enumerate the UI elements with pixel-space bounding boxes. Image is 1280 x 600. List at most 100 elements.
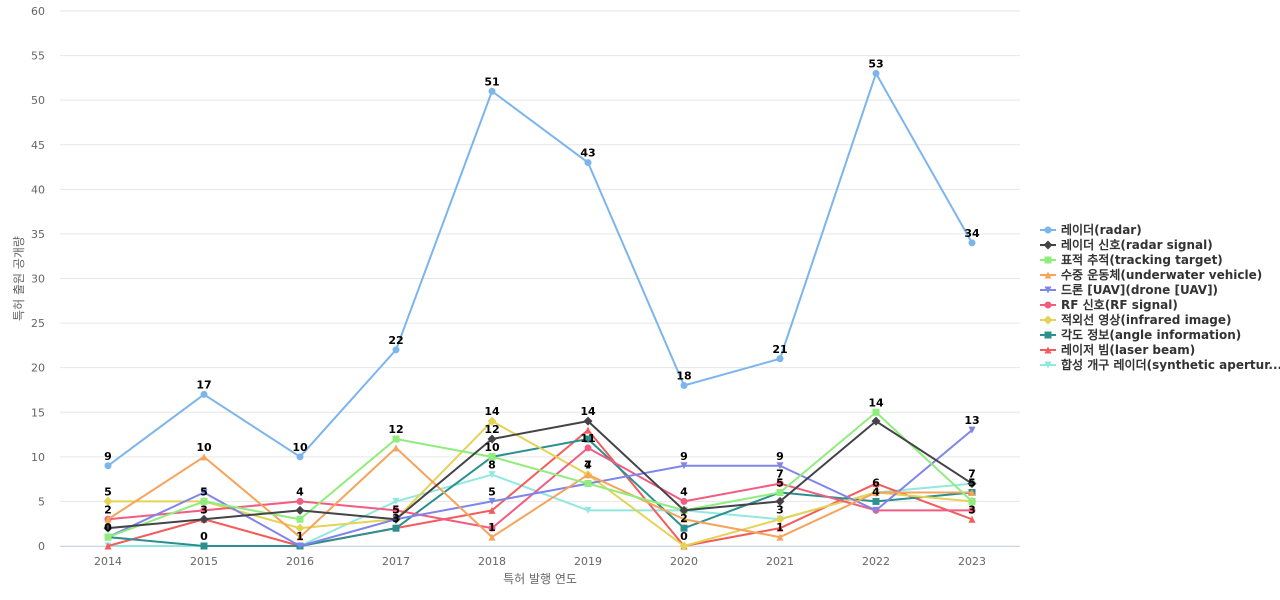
data-point[interactable]	[488, 497, 496, 505]
data-point[interactable]	[488, 471, 496, 479]
data-point[interactable]	[679, 541, 689, 551]
y-tick-label: 55	[31, 50, 45, 63]
data-point[interactable]	[967, 479, 977, 489]
data-label: 53	[868, 57, 883, 70]
data-label: 0	[104, 521, 112, 534]
data-point[interactable]	[200, 506, 208, 514]
data-point[interactable]	[968, 497, 976, 505]
data-point[interactable]	[680, 524, 688, 532]
data-point[interactable]	[968, 506, 976, 514]
data-point[interactable]	[872, 69, 880, 77]
legend-label: 수중 운동체(underwater vehicle)	[1061, 267, 1262, 282]
data-point[interactable]	[584, 159, 592, 167]
legend-item[interactable]: 각도 정보(angle information)	[1040, 327, 1241, 342]
data-point[interactable]	[968, 426, 976, 434]
data-point[interactable]	[680, 515, 688, 523]
data-point[interactable]	[584, 480, 592, 488]
data-point[interactable]	[776, 489, 784, 496]
data-point[interactable]	[776, 462, 784, 470]
data-point[interactable]	[584, 435, 592, 443]
legend-item[interactable]: 적외선 영상(infrared image)	[1040, 312, 1232, 327]
data-label: 9	[680, 450, 688, 463]
data-point[interactable]	[296, 497, 304, 505]
data-point[interactable]	[200, 542, 208, 550]
data-point[interactable]	[487, 416, 497, 426]
data-point[interactable]	[584, 426, 592, 434]
y-axis-title: 특허 출원 공개량	[12, 236, 26, 321]
data-point[interactable]	[775, 514, 785, 524]
data-point[interactable]	[680, 497, 688, 505]
data-point[interactable]	[296, 542, 304, 550]
data-point[interactable]	[968, 515, 976, 523]
data-point[interactable]	[871, 416, 881, 426]
data-point[interactable]	[296, 515, 304, 523]
data-point[interactable]	[104, 533, 112, 541]
data-label: 5	[104, 485, 112, 498]
data-point[interactable]	[392, 435, 400, 443]
data-point[interactable]	[968, 489, 976, 496]
data-point[interactable]	[584, 444, 592, 452]
legend-item[interactable]: 레이저 빔(laser beam)	[1040, 342, 1195, 357]
data-point[interactable]	[104, 515, 112, 523]
data-point[interactable]	[488, 453, 496, 461]
data-point[interactable]	[104, 462, 112, 470]
data-point[interactable]	[680, 382, 688, 389]
data-point[interactable]	[776, 524, 784, 532]
data-point[interactable]	[872, 497, 880, 505]
data-point[interactable]	[776, 533, 784, 541]
data-point[interactable]	[488, 524, 496, 532]
data-point[interactable]	[200, 489, 208, 496]
series-line	[107, 446, 973, 530]
data-point[interactable]	[104, 542, 112, 550]
data-point[interactable]	[199, 514, 209, 524]
data-point[interactable]	[295, 523, 305, 533]
data-point[interactable]	[392, 346, 400, 354]
data-point[interactable]	[487, 434, 497, 444]
data-point[interactable]	[488, 506, 496, 514]
legend-item[interactable]: 레이더 신호(radar signal)	[1040, 237, 1213, 252]
data-point[interactable]	[103, 496, 113, 506]
data-point[interactable]	[392, 497, 400, 505]
data-point[interactable]	[776, 480, 784, 488]
data-point[interactable]	[968, 239, 976, 247]
data-point[interactable]	[776, 355, 784, 363]
data-point[interactable]	[295, 505, 305, 515]
data-point[interactable]	[872, 506, 880, 514]
data-point[interactable]	[872, 489, 880, 496]
data-point[interactable]	[680, 462, 688, 470]
data-point[interactable]	[392, 524, 400, 532]
data-label: 3	[200, 503, 208, 516]
y-tick-label: 50	[31, 94, 45, 107]
legend-item[interactable]: 표적 추적(tracking target)	[1040, 252, 1223, 267]
y-tick-label: 35	[31, 228, 45, 241]
data-point[interactable]	[391, 514, 401, 524]
legend-item[interactable]: RF 신호(RF signal)	[1040, 297, 1178, 312]
data-point[interactable]	[679, 505, 689, 515]
data-point[interactable]	[488, 533, 496, 541]
data-point[interactable]	[872, 408, 880, 416]
data-point[interactable]	[392, 444, 400, 452]
data-point[interactable]	[296, 453, 304, 461]
data-point[interactable]	[584, 506, 592, 514]
data-point[interactable]	[200, 497, 208, 505]
data-point[interactable]	[775, 496, 785, 506]
legend: 레이더(radar)레이더 신호(radar signal)표적 추적(trac…	[1040, 222, 1280, 372]
data-point[interactable]	[584, 471, 592, 479]
data-label: 14	[868, 396, 884, 409]
data-point[interactable]	[872, 480, 880, 488]
legend-item[interactable]: 합성 개구 레이더(synthetic apertur...	[1040, 357, 1280, 372]
legend-marker	[1043, 240, 1053, 250]
data-point[interactable]	[392, 506, 400, 514]
data-point[interactable]	[200, 390, 208, 398]
legend-marker	[1044, 286, 1052, 294]
legend-item[interactable]: 드론 [UAV](drone [UAV])	[1040, 282, 1218, 297]
data-point[interactable]	[103, 523, 113, 533]
legend-item[interactable]: 레이더(radar)	[1040, 222, 1142, 237]
data-point[interactable]	[200, 453, 208, 461]
data-point[interactable]	[583, 416, 593, 426]
data-label: 43	[580, 147, 595, 160]
data-point[interactable]	[488, 87, 496, 95]
legend-item[interactable]: 수중 운동체(underwater vehicle)	[1040, 267, 1262, 282]
data-point[interactable]	[296, 533, 304, 541]
